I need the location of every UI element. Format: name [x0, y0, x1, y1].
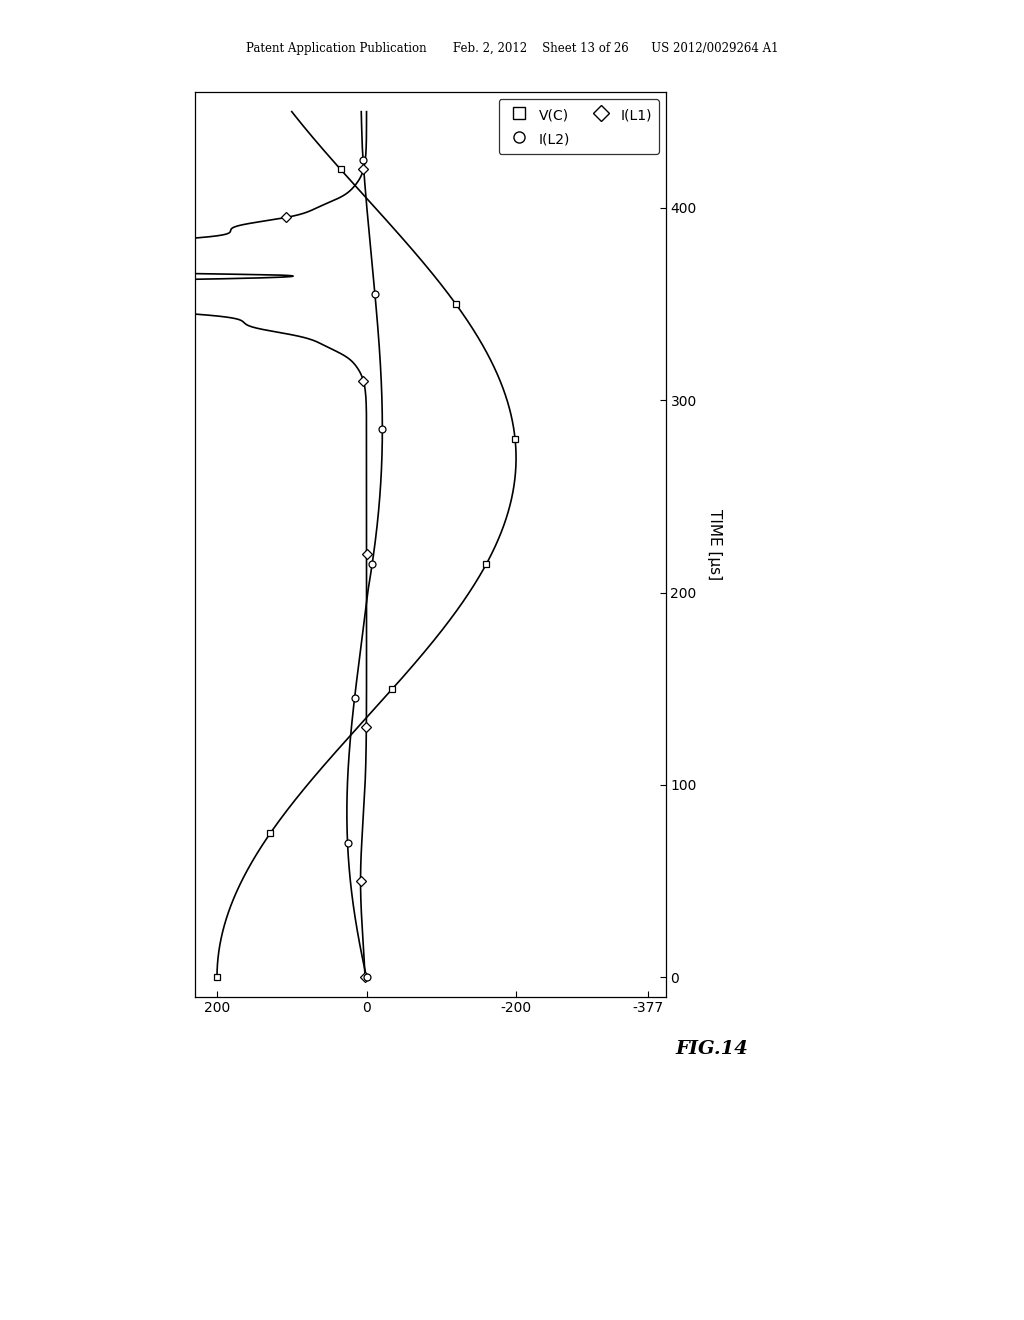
- Y-axis label: TIME [μs]: TIME [μs]: [707, 510, 722, 579]
- Text: Patent Application Publication       Feb. 2, 2012    Sheet 13 of 26      US 2012: Patent Application Publication Feb. 2, 2…: [246, 42, 778, 55]
- Text: FIG.14: FIG.14: [675, 1040, 749, 1059]
- Legend: V(C), I(L2), I(L1): V(C), I(L2), I(L1): [499, 99, 658, 154]
